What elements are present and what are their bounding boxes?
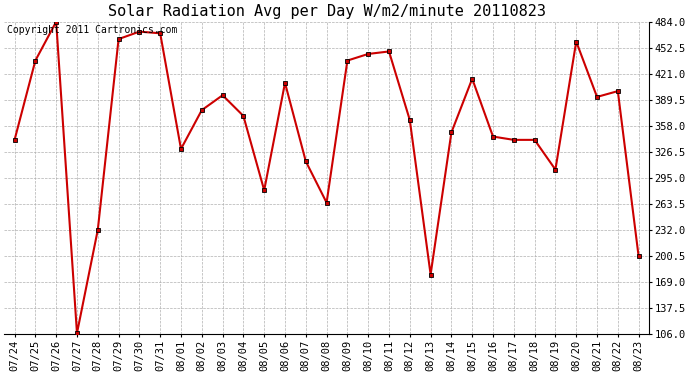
Title: Solar Radiation Avg per Day W/m2/minute 20110823: Solar Radiation Avg per Day W/m2/minute … xyxy=(108,4,546,19)
Text: Copyright 2011 Cartronics.com: Copyright 2011 Cartronics.com xyxy=(8,25,178,35)
